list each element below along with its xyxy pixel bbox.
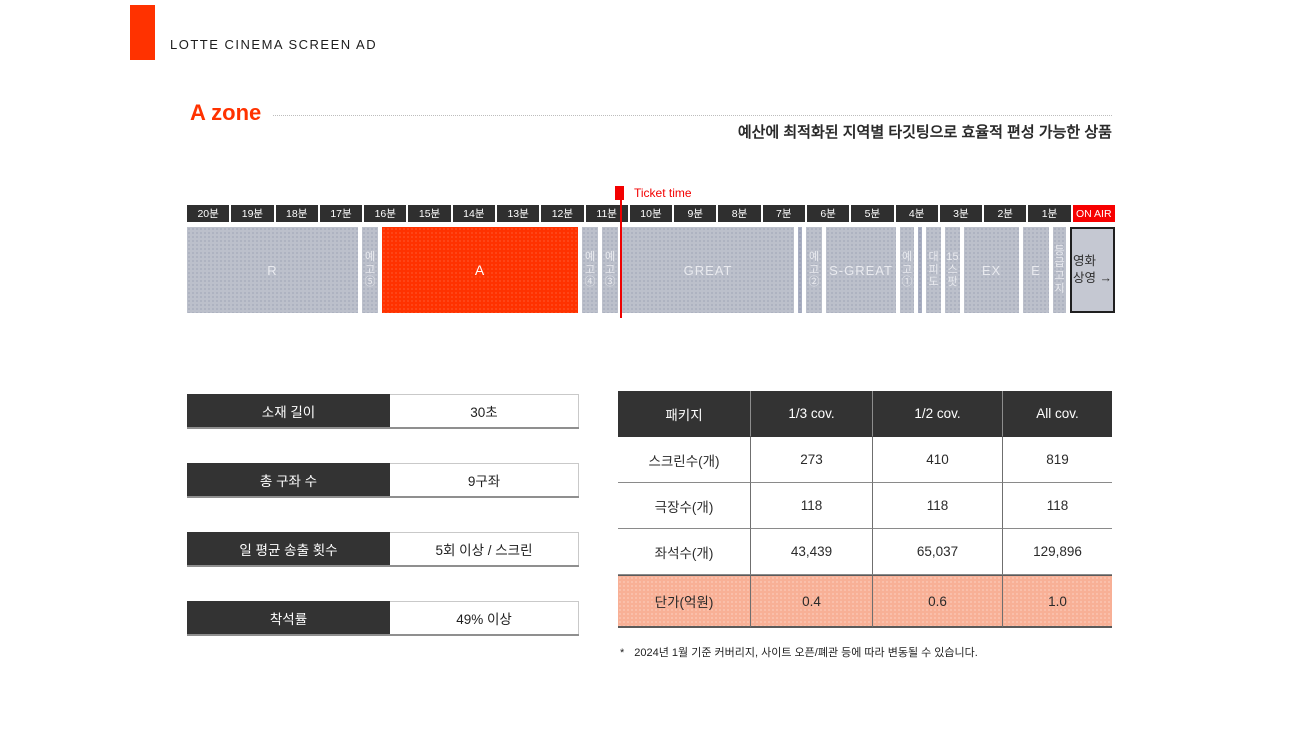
zone-title-row: A zone xyxy=(190,100,1112,126)
table-cell: 129,896 xyxy=(1002,529,1112,575)
stat-label: 착석률 xyxy=(187,601,390,634)
timeline-section-divider xyxy=(918,227,922,313)
page-title: A zone xyxy=(190,100,262,125)
minute-cell-4분: 4분 xyxy=(895,205,938,222)
table-header-cell: 패키지 xyxy=(618,391,750,437)
minute-cell-3분: 3분 xyxy=(939,205,983,222)
table-header-cell: 1/3 cov. xyxy=(750,391,872,437)
brand-title: LOTTE CINEMA SCREEN AD xyxy=(170,37,378,52)
ticket-time-line xyxy=(620,186,622,318)
table-row-label: 좌석수(개) xyxy=(618,529,750,575)
movie-screening-block: 영화 상영 → xyxy=(1070,227,1115,313)
stat-row-3: 착석률 49% 이상 xyxy=(187,601,579,636)
title-divider-line xyxy=(273,115,1112,116)
stat-value: 9구좌 xyxy=(390,463,579,496)
footnote-asterisk: * xyxy=(620,647,625,659)
timeline-block-R: R xyxy=(187,227,358,313)
timeline-block-label: 예고① xyxy=(901,251,913,289)
timeline-block-등급고지: 등급고지 xyxy=(1053,227,1066,313)
stat-row-0: 소재 길이 30초 xyxy=(187,394,579,429)
table-cell: 118 xyxy=(1002,483,1112,529)
timeline-block-A: A xyxy=(382,227,578,313)
minute-cell-19분: 19분 xyxy=(231,205,274,222)
timeline-block-예고①: 예고① xyxy=(900,227,914,313)
minute-cell-14분: 14분 xyxy=(452,205,495,222)
timeline-blocks-row: R 예고⑤ A 예고④ 예고③ GREAT 예고② S-GREAT 예고① 대피도 15스팟 EX E 등… xyxy=(187,227,1115,313)
timeline-block-대피도: 대피도 xyxy=(926,227,941,313)
minute-cell-1분: 1분 xyxy=(1028,205,1071,222)
minute-cell-16분: 16분 xyxy=(364,205,407,222)
timeline-block-label: 예고⑤ xyxy=(364,251,376,289)
minute-cell-9분: 9분 xyxy=(674,205,717,222)
table-cell: 118 xyxy=(750,483,872,529)
table-cell: 0.4 xyxy=(750,575,872,628)
stat-label: 총 구좌 수 xyxy=(187,463,390,496)
timeline-block-label: 대피도 xyxy=(928,251,939,289)
minute-cell-8분: 8분 xyxy=(718,205,761,222)
table-cell: 819 xyxy=(1002,437,1112,483)
stat-row-2: 일 평균 송출 횟수 5회 이상 / 스크린 xyxy=(187,532,579,567)
timeline-block-label: 예고④ xyxy=(584,251,596,289)
timeline-block-label: 등급고지 xyxy=(1054,244,1065,295)
minute-row: 20분 19분 18분 17분 16분 15분 14분 13분 12분 11분 10분 9분 8분 7분 6… xyxy=(187,205,1115,222)
brand-logo-bar xyxy=(130,5,155,60)
table-cell: 118 xyxy=(872,483,1002,529)
page-subtitle: 예산에 최적화된 지역별 타깃팅으로 효율적 편성 가능한 상품 xyxy=(737,124,1112,141)
ticket-time-label: Ticket time xyxy=(634,186,692,200)
on-air-cell: ON AIR xyxy=(1072,205,1115,222)
timeline-block-label: 15스팟 xyxy=(946,251,959,289)
table-row-label: 단가(억원) xyxy=(618,575,750,628)
table-row-label: 스크린수(개) xyxy=(618,437,750,483)
minute-cell-7분: 7분 xyxy=(762,205,805,222)
table-cell: 273 xyxy=(750,437,872,483)
table-cell: 65,037 xyxy=(872,529,1002,575)
table-cell: 0.6 xyxy=(872,575,1002,628)
package-table: 패키지 1/3 cov. 1/2 cov. All cov. 스크린수(개) 273 410… xyxy=(618,391,1112,628)
minute-cell-11분: 11분 xyxy=(585,205,628,222)
ticket-time-marker xyxy=(615,186,624,200)
minute-cell-15분: 15분 xyxy=(408,205,451,222)
footnote-text: 2024년 1월 기준 커버리지, 사이트 오픈/폐관 등에 따라 변동될 수 … xyxy=(634,647,978,659)
timeline-block-예고③: 예고③ xyxy=(602,227,618,313)
timeline-block-EX: EX xyxy=(964,227,1019,313)
minute-cell-17분: 17분 xyxy=(319,205,363,222)
minute-cell-18분: 18분 xyxy=(275,205,318,222)
minute-cell-6분: 6분 xyxy=(806,205,850,222)
table-row-label: 극장수(개) xyxy=(618,483,750,529)
timeline-block-15스팟: 15스팟 xyxy=(945,227,960,313)
stat-value: 49% 이상 xyxy=(390,601,579,634)
timeline-block-GREAT: GREAT xyxy=(622,227,794,313)
stat-label: 일 평균 송출 횟수 xyxy=(187,532,390,565)
minute-cell-13분: 13분 xyxy=(496,205,540,222)
table-cell: 43,439 xyxy=(750,529,872,575)
stat-value: 5회 이상 / 스크린 xyxy=(390,532,579,565)
timeline-block-label: 예고② xyxy=(808,251,820,289)
timeline-section-divider xyxy=(798,227,802,313)
table-header-cell: All cov. xyxy=(1002,391,1112,437)
table-header-cell: 1/2 cov. xyxy=(872,391,1002,437)
timeline-block-E: E xyxy=(1023,227,1049,313)
stat-row-1: 총 구좌 수 9구좌 xyxy=(187,463,579,498)
minute-cell-12분: 12분 xyxy=(541,205,584,222)
table-cell: 1.0 xyxy=(1002,575,1112,628)
minute-cell-5분: 5분 xyxy=(851,205,894,222)
table-footnote: * 2024년 1월 기준 커버리지, 사이트 오픈/폐관 등에 따라 변동될 수… xyxy=(620,644,978,660)
table-cell: 410 xyxy=(872,437,1002,483)
minute-cell-10분: 10분 xyxy=(629,205,673,222)
timeline-block-예고④: 예고④ xyxy=(582,227,598,313)
timeline-block-S-GREAT: S-GREAT xyxy=(826,227,896,313)
timeline-block-label: 예고③ xyxy=(604,251,616,289)
stat-label: 소재 길이 xyxy=(187,394,390,427)
minute-cell-20분: 20분 xyxy=(187,205,230,222)
timeline-block-예고②: 예고② xyxy=(806,227,822,313)
minute-cell-2분: 2분 xyxy=(984,205,1027,222)
ad-timeline: Ticket time 20분 19분 18분 17분 16분 15분 14분 13분 12분 1… xyxy=(187,185,1115,320)
stat-value: 30초 xyxy=(390,394,579,427)
timeline-block-예고⑤: 예고⑤ xyxy=(362,227,378,313)
